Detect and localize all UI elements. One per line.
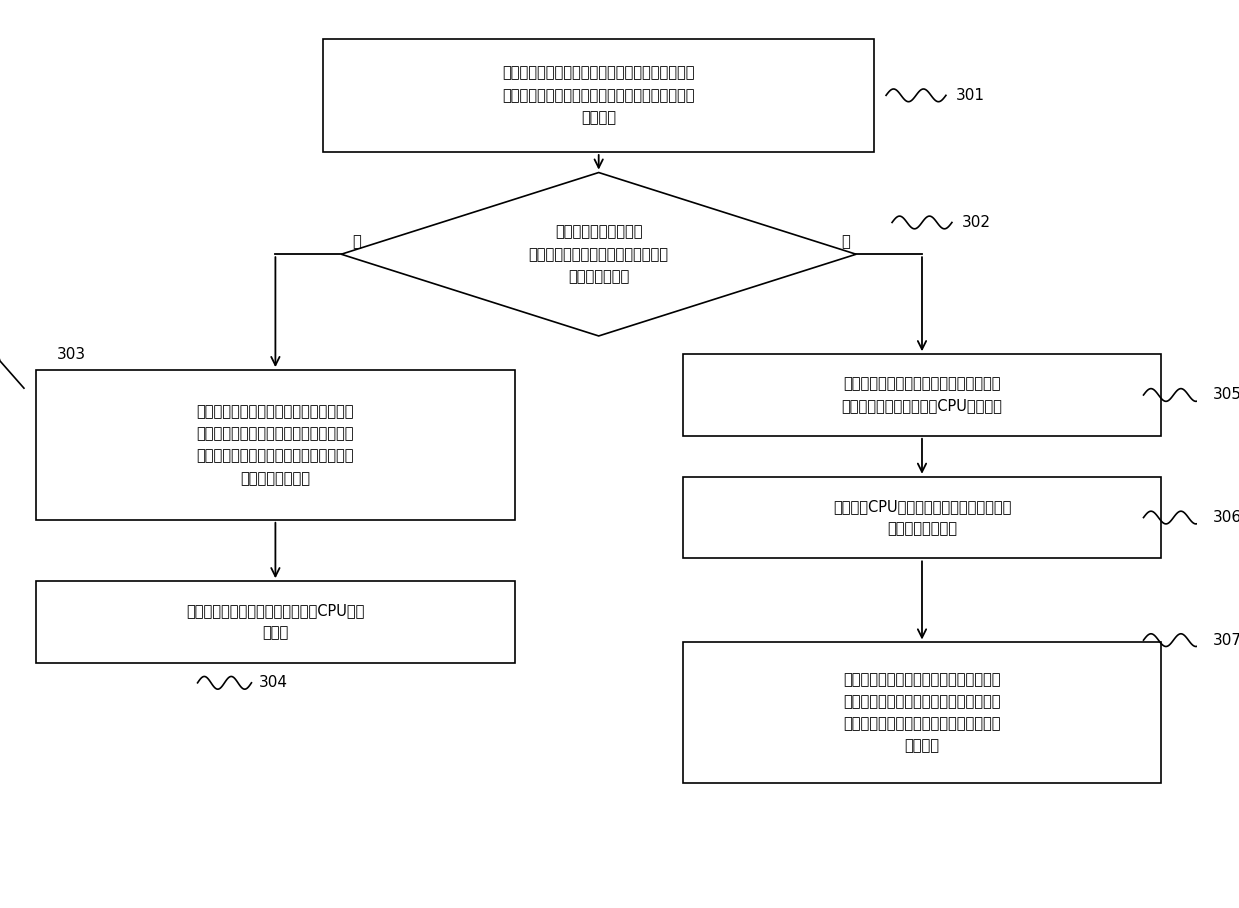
Bar [323, 38, 873, 152]
Text: 304: 304 [259, 676, 287, 690]
Text: 根据所述CPU占用情况，确定与所述包名信
息对应的调频模式: 根据所述CPU占用情况，确定与所述包名信 息对应的调频模式 [833, 499, 1011, 536]
Text: 302: 302 [961, 215, 990, 230]
Polygon shape [341, 173, 856, 336]
Text: 创建设定场景与所述包名信息对应，并记
录所述当前场景进程包的CPU占用情况: 创建设定场景与所述包名信息对应，并记 录所述当前场景进程包的CPU占用情况 [841, 377, 1002, 413]
Text: 307: 307 [1213, 633, 1239, 647]
Bar [683, 354, 1161, 436]
Text: 是: 是 [352, 233, 362, 249]
Bar [36, 370, 515, 519]
Text: 否: 否 [841, 233, 850, 249]
Bar [683, 477, 1161, 558]
Bar [683, 643, 1161, 783]
Text: 303: 303 [57, 347, 87, 361]
Text: 将所述当前场景进程包的包名信息，创建
的设定场景以及与所述包名信息对应的调
频模式之间的对应关系，写入所述调频模
式列表中: 将所述当前场景进程包的包名信息，创建 的设定场景以及与所述包名信息对应的调 频模… [844, 672, 1001, 754]
Bar [36, 581, 515, 663]
Text: 301: 301 [955, 88, 985, 103]
Text: 306: 306 [1213, 510, 1239, 525]
Text: 在检测到由应用程序前台启动操作所触发的场景进
入事件时，获取与所述场景进入事件对应的当前场
景进程包: 在检测到由应用程序前台启动操作所触发的场景进 入事件时，获取与所述场景进入事件对… [503, 65, 695, 125]
Text: 根据所述当前场景进程包的包名信息，查
询所述调频模式列表，获取与所述包名信
息对应的目标场景以及与所述目标场景对
应的目标调频模式: 根据所述当前场景进程包的包名信息，查 询所述调频模式列表，获取与所述包名信 息对… [197, 404, 354, 486]
Text: 根据所述目标调频模式调整终端中CPU的调
频模式: 根据所述目标调频模式调整终端中CPU的调 频模式 [186, 604, 364, 640]
Text: 305: 305 [1213, 388, 1239, 402]
Text: 判断调频模式列表中是
否包括与当前场景进程包的包名信息
对应的目标场景: 判断调频模式列表中是 否包括与当前场景进程包的包名信息 对应的目标场景 [529, 224, 669, 284]
